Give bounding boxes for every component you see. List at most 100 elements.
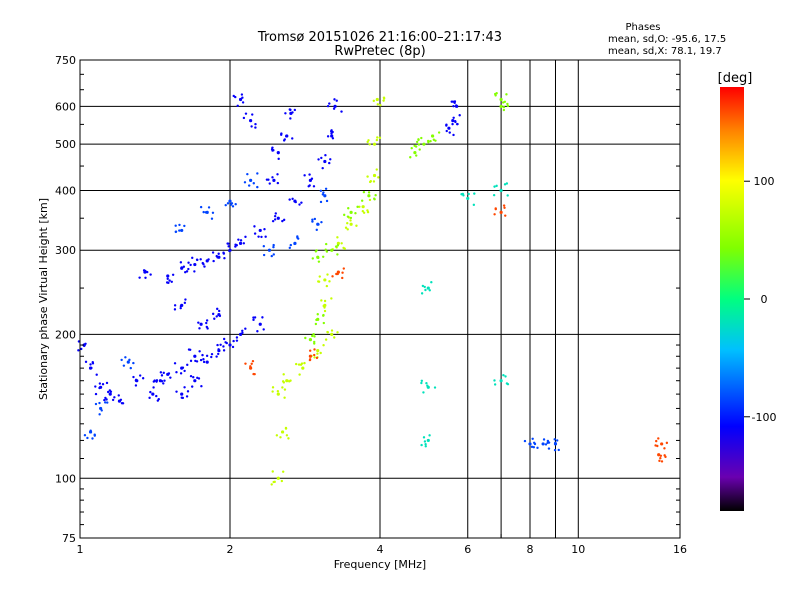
data-point bbox=[323, 194, 327, 198]
data-point-echo bbox=[272, 243, 275, 247]
data-point-echo bbox=[240, 93, 244, 96]
data-point-echo bbox=[173, 362, 177, 365]
data-point-echo bbox=[198, 350, 201, 353]
data-point-echo bbox=[655, 439, 658, 443]
axis-ticks: 1 2 4 6 8 10 16 75 100 200 300 400 500 600 750 bbox=[55, 54, 687, 556]
data-point-echo bbox=[503, 206, 506, 209]
data-point-echo bbox=[254, 122, 257, 126]
data-point-echo bbox=[504, 214, 507, 217]
data-point-echo bbox=[366, 175, 369, 178]
data-point-echo bbox=[424, 445, 427, 448]
data-point-echo bbox=[328, 102, 331, 105]
data-point-echo bbox=[325, 199, 329, 203]
y-tick-label: 100 bbox=[55, 472, 76, 485]
data-point-echo bbox=[554, 441, 557, 444]
data-point-echo bbox=[187, 267, 190, 271]
data-point-echo bbox=[375, 138, 379, 142]
data-point bbox=[249, 119, 253, 123]
data-point-echo bbox=[237, 238, 240, 241]
data-point-echo bbox=[294, 200, 297, 203]
data-point-echo bbox=[246, 172, 249, 176]
data-point-echo bbox=[179, 261, 183, 264]
data-point-echo bbox=[90, 366, 93, 370]
data-point-echo bbox=[316, 313, 319, 316]
data-point-echo bbox=[216, 256, 219, 259]
data-point-echo bbox=[291, 137, 294, 140]
data-point-echo bbox=[424, 442, 427, 446]
data-point-echo bbox=[149, 390, 152, 394]
data-point-echo bbox=[155, 394, 158, 398]
data-point-echo bbox=[113, 396, 116, 399]
data-point-echo bbox=[197, 321, 200, 324]
data-point-echo bbox=[368, 198, 372, 202]
data-point bbox=[258, 322, 262, 326]
data-point-echo bbox=[263, 227, 266, 231]
data-point-echo bbox=[223, 257, 226, 260]
data-point-echo bbox=[231, 345, 235, 349]
colorbar-label: [deg] bbox=[718, 71, 753, 86]
data-point-echo bbox=[163, 379, 166, 382]
y-tick-label: 400 bbox=[55, 184, 76, 197]
data-point-echo bbox=[340, 242, 343, 245]
data-point-echo bbox=[431, 135, 435, 138]
data-point-echo bbox=[361, 209, 365, 213]
data-point bbox=[276, 392, 280, 396]
data-point-echo bbox=[557, 448, 560, 452]
data-point-echo bbox=[553, 438, 556, 441]
data-point bbox=[193, 262, 197, 267]
data-point-echo bbox=[122, 364, 126, 367]
data-point-echo bbox=[257, 235, 260, 238]
data-point-echo bbox=[458, 114, 461, 117]
data-point-echo bbox=[494, 94, 497, 97]
data-point-echo bbox=[293, 108, 297, 112]
data-point-echo bbox=[300, 362, 304, 365]
data-point-echo bbox=[186, 390, 190, 393]
data-point-echo bbox=[160, 374, 164, 377]
data-point-echo bbox=[201, 353, 204, 357]
data-point bbox=[276, 216, 280, 220]
data-point-echo bbox=[324, 187, 328, 190]
data-point-echo bbox=[181, 366, 185, 369]
data-point-echo bbox=[503, 183, 507, 186]
y-axis-label: Stationary phase Virtual Height [km] bbox=[37, 198, 50, 400]
data-point-echo bbox=[343, 213, 346, 217]
data-point bbox=[660, 442, 664, 446]
data-point-echo bbox=[360, 199, 364, 202]
data-point-echo bbox=[420, 379, 424, 382]
data-point-echo bbox=[261, 316, 264, 319]
y-tick-label: 500 bbox=[55, 138, 76, 151]
data-point-echo bbox=[279, 436, 282, 439]
data-point-echo bbox=[335, 99, 338, 102]
data-point-echo bbox=[502, 108, 506, 112]
data-point-echo bbox=[205, 319, 209, 322]
data-point bbox=[193, 354, 197, 358]
data-point bbox=[308, 354, 313, 358]
data-point-echo bbox=[183, 386, 186, 389]
data-point-echo bbox=[270, 254, 273, 258]
data-point-echo bbox=[454, 120, 457, 124]
data-point-echo bbox=[242, 116, 246, 120]
data-point-echo bbox=[659, 454, 663, 457]
data-point-echo bbox=[134, 384, 138, 387]
data-point-echo bbox=[373, 197, 376, 200]
data-point-echo bbox=[349, 216, 353, 220]
data-point-echo bbox=[262, 244, 266, 248]
data-point-echo bbox=[323, 299, 327, 303]
data-point-echo bbox=[420, 136, 423, 140]
data-point-echo bbox=[288, 198, 291, 201]
data-point-echo bbox=[502, 105, 506, 109]
data-point-echo bbox=[355, 224, 358, 227]
data-point bbox=[361, 205, 365, 209]
data-point-echo bbox=[317, 256, 320, 260]
data-point-echo bbox=[277, 157, 280, 161]
data-point-echo bbox=[249, 365, 252, 368]
x-tick-label: 4 bbox=[377, 543, 384, 556]
data-point-echo bbox=[320, 299, 323, 302]
data-point-echo bbox=[80, 347, 83, 351]
data-point bbox=[258, 228, 262, 233]
data-point-echo bbox=[425, 382, 428, 385]
data-point-echo bbox=[427, 140, 430, 144]
data-point-echo bbox=[325, 250, 329, 253]
data-point-echo bbox=[333, 336, 336, 339]
data-point-echo bbox=[229, 203, 233, 206]
